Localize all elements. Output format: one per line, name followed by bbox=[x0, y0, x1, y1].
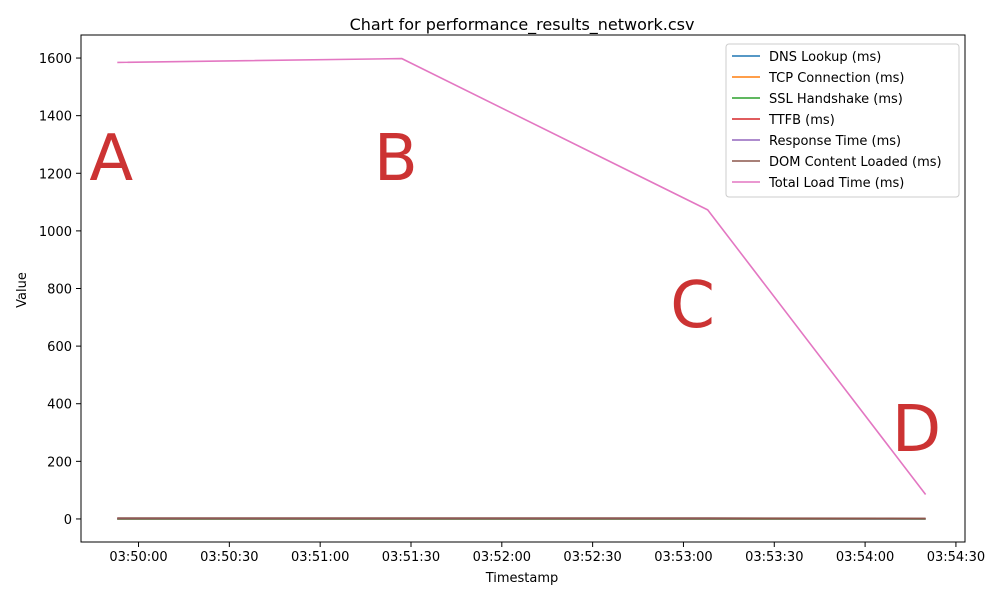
legend-label: DNS Lookup (ms) bbox=[769, 50, 881, 65]
legend-label: DOM Content Loaded (ms) bbox=[769, 155, 942, 170]
annotation-label: D bbox=[892, 393, 941, 467]
x-tick-label: 03:53:00 bbox=[654, 550, 712, 565]
x-axis-label: Timestamp bbox=[485, 571, 559, 586]
legend: DNS Lookup (ms) TCP Connection (ms) SSL Ha… bbox=[726, 44, 959, 197]
y-tick-label: 800 bbox=[47, 283, 72, 298]
annotation-label: C bbox=[670, 269, 715, 343]
legend-box bbox=[726, 44, 959, 197]
y-tick-label: 1000 bbox=[39, 225, 72, 240]
y-tick-label: 200 bbox=[47, 455, 72, 470]
y-axis-label: Value bbox=[15, 272, 30, 308]
x-tick-label: 03:50:30 bbox=[200, 550, 258, 565]
y-tick-label: 1200 bbox=[39, 167, 72, 182]
legend-label: TCP Connection (ms) bbox=[768, 71, 905, 86]
legend-label: Response Time (ms) bbox=[769, 134, 901, 149]
annotation-label: B bbox=[374, 122, 418, 196]
y-tick-label: 1600 bbox=[39, 52, 72, 67]
y-tick-label: 400 bbox=[47, 398, 72, 413]
x-tick-label: 03:54:30 bbox=[927, 550, 985, 565]
x-tick-label: 03:52:00 bbox=[473, 550, 531, 565]
chart-title: Chart for performance_results_network.cs… bbox=[350, 15, 695, 35]
legend-label: Total Load Time (ms) bbox=[768, 176, 904, 191]
x-tick-label: 03:53:30 bbox=[745, 550, 803, 565]
x-tick-label: 03:51:30 bbox=[382, 550, 440, 565]
x-tick-label: 03:52:30 bbox=[563, 550, 621, 565]
annotation-label: A bbox=[89, 122, 133, 196]
y-tick-label: 600 bbox=[47, 340, 72, 355]
x-tick-label: 03:51:00 bbox=[291, 550, 349, 565]
y-tick-label: 1400 bbox=[39, 110, 72, 125]
x-tick-label: 03:50:00 bbox=[109, 550, 167, 565]
legend-label: SSL Handshake (ms) bbox=[769, 92, 903, 107]
y-tick-label: 0 bbox=[64, 513, 72, 528]
x-tick-label: 03:54:00 bbox=[836, 550, 894, 565]
legend-label: TTFB (ms) bbox=[768, 113, 835, 128]
